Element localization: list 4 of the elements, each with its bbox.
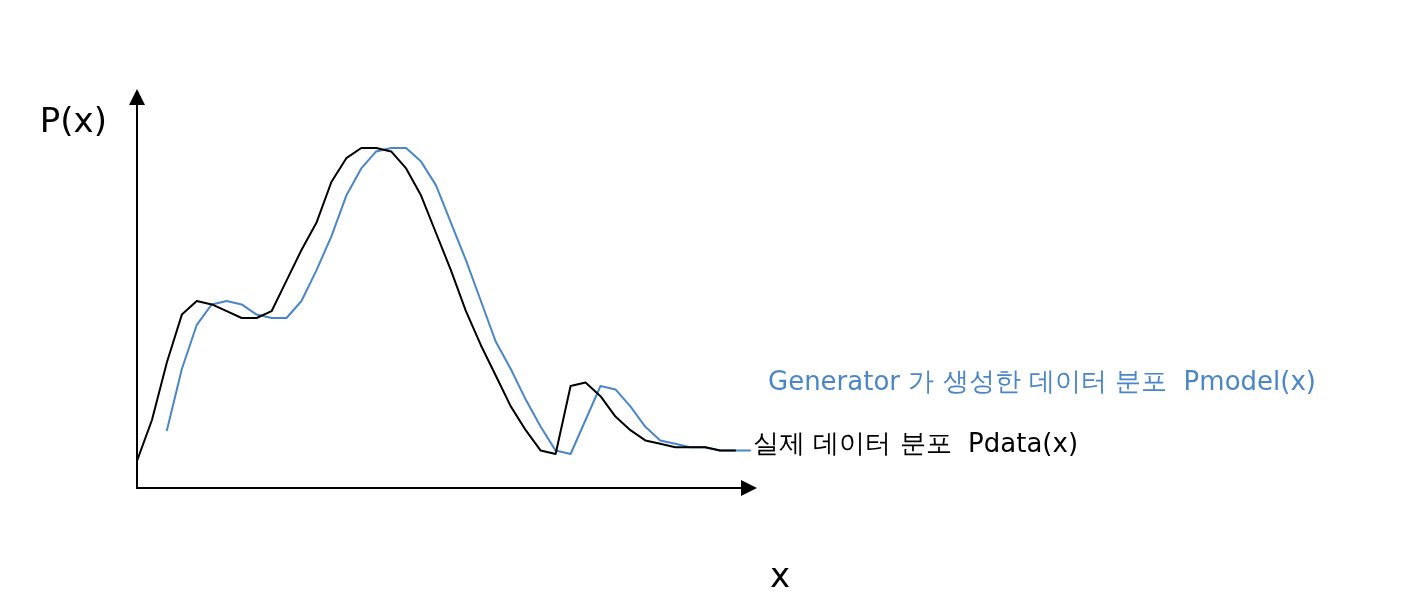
text: Generator 가 생성한 데이터 분포 Pmodel(x) [768,365,1316,396]
series-label: 실제 데이터 분포 Pdata(x) [753,427,1079,458]
x-axis-title: x [770,555,791,594]
y-axis-title: P(x) [39,100,107,140]
